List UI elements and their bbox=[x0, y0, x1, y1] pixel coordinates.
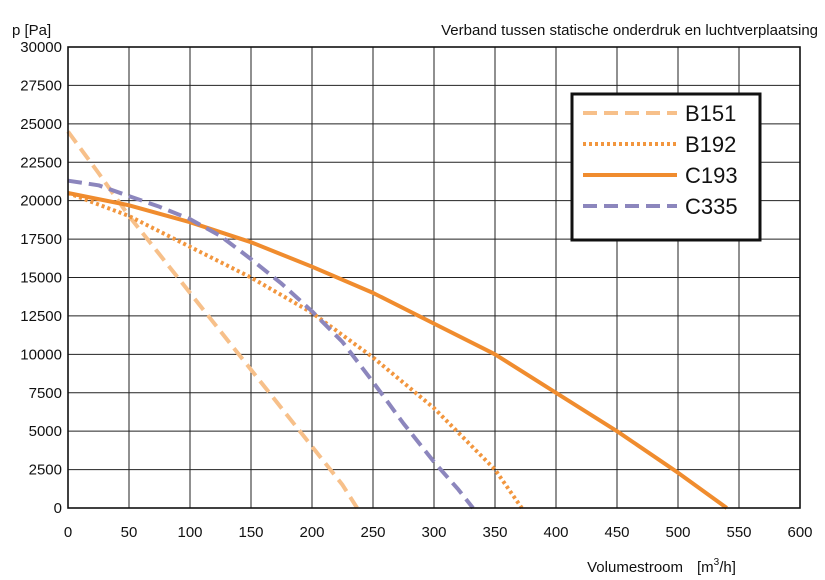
series-lines bbox=[66, 130, 728, 510]
y-tick-labels: 0 2500 5000 7500 10000 12500 15000 17500 20000 22… bbox=[20, 39, 62, 517]
x-tick-label-8: 400 bbox=[543, 524, 568, 541]
y-tick-label-5: 12500 bbox=[20, 308, 62, 325]
y-tick-label-11: 27500 bbox=[20, 77, 62, 94]
y-tick-label-10: 25000 bbox=[20, 116, 62, 133]
y-tick-label-0: 0 bbox=[54, 500, 62, 517]
y-tick-label-8: 20000 bbox=[20, 193, 62, 210]
series-line-c193 bbox=[67, 191, 728, 510]
chart-title: Verband tussen statische onderdruk en lu… bbox=[441, 22, 818, 39]
legend-label-c335: C335 bbox=[685, 194, 738, 219]
x-tick-labels: 0 50 100 150 200 250 300 350 400 450 500 550 600 bbox=[64, 524, 813, 541]
y-tick-label-2: 5000 bbox=[29, 423, 62, 440]
y-tick-label-9: 22500 bbox=[20, 154, 62, 171]
x-tick-label-4: 200 bbox=[299, 524, 324, 541]
x-tick-label-6: 300 bbox=[421, 524, 446, 541]
x-tick-label-0: 0 bbox=[64, 524, 72, 541]
y-tick-label-7: 17500 bbox=[20, 231, 62, 248]
y-tick-label-3: 7500 bbox=[29, 385, 62, 402]
plot-frame bbox=[67, 46, 801, 509]
x-tick-label-2: 100 bbox=[177, 524, 202, 541]
series-line-c335 bbox=[67, 178, 475, 510]
x-axis-label: Volumestroom [m3/h] bbox=[587, 557, 736, 576]
y-tick-label-6: 15000 bbox=[20, 270, 62, 287]
y-tick-label-4: 10000 bbox=[20, 346, 62, 363]
legend-box bbox=[570, 92, 762, 242]
x-axis-unit: [m3/h] bbox=[697, 557, 736, 576]
x-tick-label-11: 550 bbox=[726, 524, 751, 541]
x-tick-label-3: 150 bbox=[238, 524, 263, 541]
legend-label-b151: B151 bbox=[685, 101, 736, 126]
x-tick-label-7: 350 bbox=[482, 524, 507, 541]
x-axis-label-text: Volumestroom bbox=[587, 559, 683, 576]
legend-label-b192: B192 bbox=[685, 132, 736, 157]
y-tick-label-1: 2500 bbox=[29, 462, 62, 479]
y-tick-label-12: 30000 bbox=[20, 39, 62, 56]
legend-label-c193: C193 bbox=[685, 163, 738, 188]
x-tick-label-5: 250 bbox=[360, 524, 385, 541]
x-tick-label-12: 600 bbox=[787, 524, 812, 541]
x-tick-label-10: 500 bbox=[665, 524, 690, 541]
x-tick-label-9: 450 bbox=[604, 524, 629, 541]
series-line-b192 bbox=[67, 191, 524, 510]
y-axis-label: p [Pa] bbox=[12, 22, 51, 39]
x-tick-label-1: 50 bbox=[121, 524, 138, 541]
legend: B151 B192 C193 C335 bbox=[570, 92, 762, 242]
